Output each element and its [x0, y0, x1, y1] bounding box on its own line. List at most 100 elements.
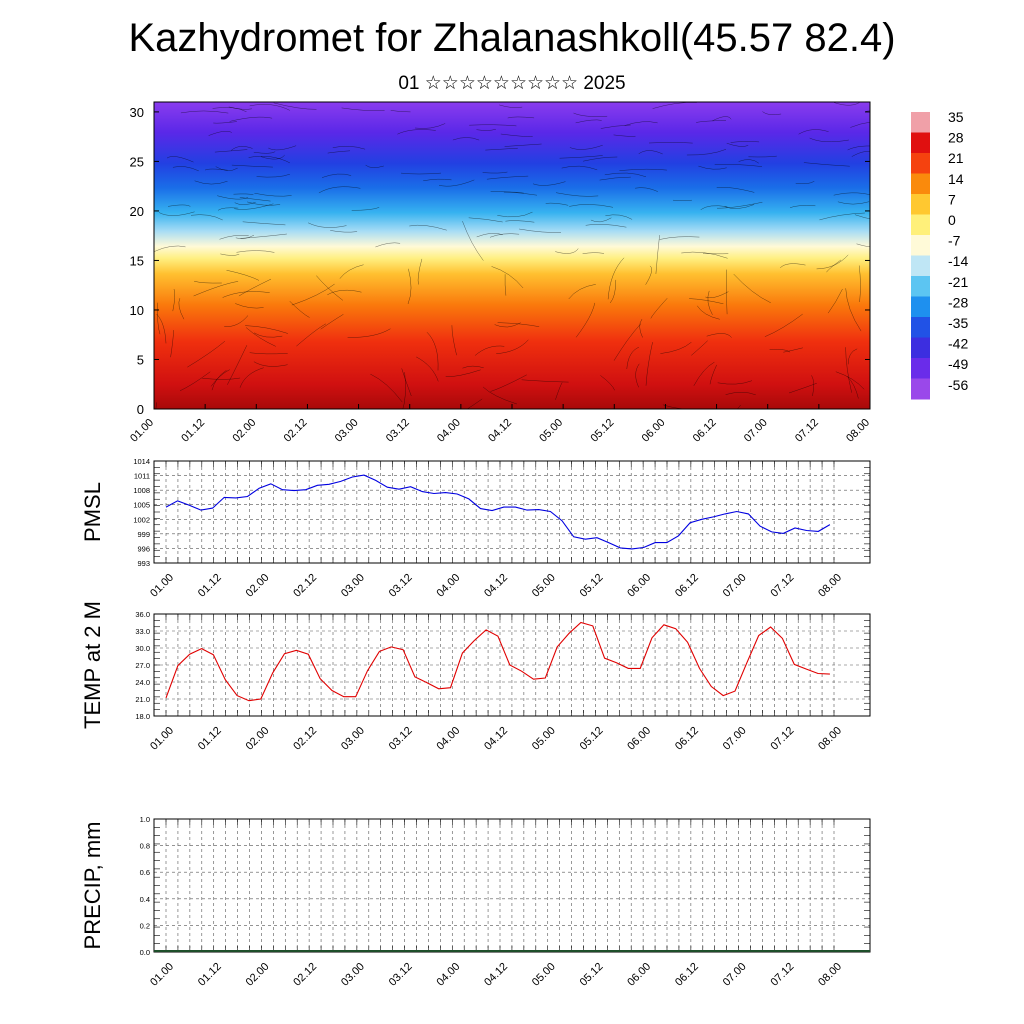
colorbar-label: 21 — [948, 150, 964, 166]
streamline — [194, 280, 222, 284]
y-axis-label: PRECIP, mm — [80, 822, 105, 950]
x-tick-label: 04.00 — [434, 572, 462, 600]
streamline — [561, 165, 598, 171]
streamline — [401, 368, 412, 397]
y-tick-label: 20 — [130, 204, 144, 219]
x-tick-label: 03.00 — [339, 961, 367, 989]
streamline — [659, 236, 700, 240]
streamline — [332, 145, 366, 150]
streamline — [789, 205, 816, 209]
streamline — [485, 147, 518, 151]
streamline — [228, 106, 252, 110]
streamline — [826, 259, 842, 273]
streamline — [370, 373, 403, 403]
streamline — [318, 186, 361, 194]
colorbar-label: -21 — [948, 274, 968, 290]
y-tick-label: 1011 — [134, 472, 150, 481]
streamline — [327, 289, 362, 296]
streamline — [499, 104, 523, 108]
streamline — [714, 164, 763, 167]
x-tick-label: 07.12 — [768, 572, 796, 600]
streamline — [178, 298, 185, 320]
streamline — [486, 175, 529, 180]
streamline — [645, 342, 653, 386]
streamline — [320, 314, 344, 330]
streamline — [230, 146, 253, 151]
x-tick-label: 02.00 — [244, 961, 272, 989]
y-tick-label: 0.8 — [140, 842, 150, 851]
streamline — [407, 268, 412, 305]
streamline — [245, 325, 288, 334]
y-tick-label: 993 — [137, 559, 150, 568]
x-tick-label: 06.00 — [625, 572, 653, 600]
streamline — [451, 325, 457, 356]
streamline — [507, 116, 535, 119]
streamline — [689, 298, 724, 305]
y-tick-label: 21.0 — [135, 695, 150, 704]
y-tick-label: 1008 — [133, 486, 150, 495]
colorbar-label: 0 — [948, 212, 956, 228]
x-tick-label: 06.00 — [625, 725, 653, 753]
streamline — [716, 201, 763, 209]
streamline — [604, 172, 647, 178]
streamline — [845, 288, 862, 332]
streamline — [187, 341, 226, 368]
streamline — [748, 155, 777, 158]
streamline — [847, 145, 870, 151]
y-tick-label: 5 — [137, 352, 144, 367]
streamline — [462, 365, 484, 369]
temp-panel: 36.0 33.0 30.0 27.0 24.0 21.0 18.0 01.00 01.12 02… — [80, 601, 871, 753]
x-tick-label: 08.00 — [816, 961, 844, 989]
streamline — [307, 222, 347, 228]
y-tick-label: 30.0 — [135, 644, 150, 653]
x-tick-label: 07.00 — [721, 725, 749, 753]
streamline — [247, 201, 281, 206]
streamline — [155, 402, 157, 409]
streamline — [698, 165, 727, 170]
x-tick-label: 03.12 — [387, 572, 415, 600]
heatmap-x-axis: 01.00 01.12 02.00 02.12 03.00 03.12 04.00 04.12… — [128, 404, 872, 445]
x-tick-label: 06.12 — [673, 725, 701, 753]
streamline — [691, 340, 708, 356]
streamline — [519, 228, 562, 233]
streamline — [172, 166, 199, 172]
streamline — [545, 202, 569, 206]
y-tick-label: 30 — [130, 105, 144, 120]
streamline — [730, 141, 760, 143]
streamline — [235, 234, 255, 239]
streamline — [327, 150, 351, 154]
streamline — [204, 168, 228, 171]
streamline — [468, 217, 503, 223]
colorbar-label: 35 — [948, 109, 964, 125]
streamline — [273, 102, 317, 110]
streamline — [568, 284, 596, 300]
streamline — [858, 265, 861, 303]
x-tick-label: 08.00 — [816, 572, 844, 600]
streamline — [491, 266, 524, 289]
x-tick-label: 01.12 — [196, 961, 224, 989]
streamline — [613, 323, 641, 361]
x-tick-label: 04.12 — [486, 417, 514, 445]
x-tick-label: 05.00 — [537, 417, 565, 445]
streamline — [497, 211, 533, 218]
x-tick-label: 01.00 — [148, 572, 176, 600]
streamline — [236, 250, 275, 253]
streamline — [231, 164, 273, 168]
x-tick-label: 02.00 — [244, 725, 272, 753]
streamline — [696, 120, 727, 123]
streamline — [582, 252, 605, 255]
x-tick-label: 05.00 — [530, 725, 558, 753]
streamline — [213, 121, 237, 124]
streamline — [725, 392, 756, 396]
streamline — [635, 187, 659, 192]
streamline — [375, 242, 401, 248]
x-tick-label: 03.12 — [387, 961, 415, 989]
x-tick-label: 05.12 — [578, 725, 606, 753]
streamline — [321, 173, 352, 178]
x-tick-label: 04.12 — [482, 572, 510, 600]
streamline — [490, 374, 527, 392]
x-tick-label: 06.00 — [625, 961, 653, 989]
streamline — [635, 363, 640, 388]
streamline — [351, 207, 380, 211]
x-tick-label: 04.00 — [434, 961, 462, 989]
